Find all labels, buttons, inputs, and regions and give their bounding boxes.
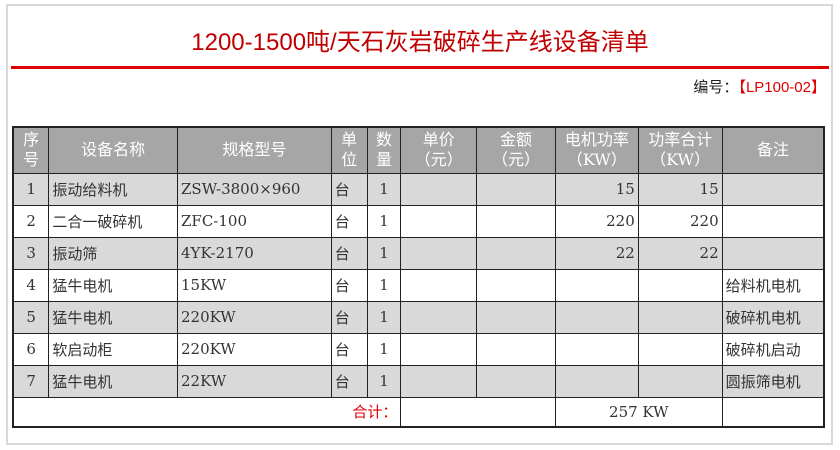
equipment-table: 序号 设备名称 规格型号 单位 数量 单价 （元） 金额 （元） 电机功率 （KW） …: [12, 126, 825, 428]
code-label: 编号：: [693, 79, 739, 96]
cell-spec: 220KW: [177, 300, 332, 334]
cell-price: [400, 332, 478, 366]
cell-remark: 破碎机电机: [721, 300, 825, 334]
table-row: 3 振动筛 4YK-2170 台 1 22 22: [12, 236, 825, 270]
cell-name: 振动给料机: [48, 172, 178, 206]
cell-qty: 1: [366, 268, 402, 302]
cell-no: 1: [12, 172, 50, 206]
cell-no: 5: [12, 300, 50, 334]
header-unit: 单位: [330, 126, 368, 174]
cell-power-total: [637, 332, 723, 366]
cell-power: 220: [554, 204, 639, 238]
code-value: 【LP100-02】: [738, 79, 826, 96]
cell-price: [400, 300, 478, 334]
cell-qty: 1: [366, 332, 402, 366]
cell-unit: 台: [330, 332, 368, 366]
cell-amount: [476, 364, 556, 398]
header-price: 单价 （元）: [400, 126, 478, 174]
cell-amount: [476, 236, 556, 270]
cell-name: 振动筛: [48, 236, 178, 270]
cell-name: 猛牛电机: [48, 300, 178, 334]
header-no: 序号: [12, 126, 50, 174]
total-row: 合计： 257 KW: [12, 396, 825, 428]
cell-price: [400, 204, 478, 238]
cell-power-total: 22: [637, 236, 723, 270]
table-row: 1 振动给料机 ZSW-3800×960 台 1 15 15: [12, 172, 825, 206]
cell-qty: 1: [366, 204, 402, 238]
cell-spec: 15KW: [177, 268, 332, 302]
document-code: 编号：【LP100-02】: [693, 76, 826, 97]
cell-power: [554, 332, 639, 366]
cell-unit: 台: [330, 204, 368, 238]
cell-no: 3: [12, 236, 50, 270]
table-row: 4 猛牛电机 15KW 台 1 给料机电机: [12, 268, 825, 302]
table-row: 2 二合一破碎机 ZFC-100 台 1 220 220: [12, 204, 825, 238]
cell-spec: ZFC-100: [177, 204, 332, 238]
cell-remark: [721, 236, 825, 270]
cell-price: [400, 268, 478, 302]
cell-name: 猛牛电机: [48, 364, 178, 398]
cell-no: 6: [12, 332, 50, 366]
cell-amount: [476, 172, 556, 206]
cell-amount: [476, 204, 556, 238]
cell-remark: [721, 172, 825, 206]
cell-no: 7: [12, 364, 50, 398]
total-remark: [721, 396, 825, 428]
cell-spec: 220KW: [177, 332, 332, 366]
page-title: 1200-1500吨/天石灰岩破碎生产线设备清单: [191, 29, 649, 56]
cell-price: [400, 172, 478, 206]
cell-power-total: 220: [637, 204, 723, 238]
cell-power: [554, 268, 639, 302]
cell-remark: [721, 204, 825, 238]
cell-remark: 给料机电机: [721, 268, 825, 302]
total-label: 合计：: [12, 396, 402, 428]
cell-name: 二合一破碎机: [48, 204, 178, 238]
cell-qty: 1: [366, 172, 402, 206]
cell-amount: [476, 332, 556, 366]
cell-power-total: [637, 364, 723, 398]
header-remark: 备注: [721, 126, 825, 174]
cell-power: [554, 300, 639, 334]
cell-unit: 台: [330, 300, 368, 334]
cell-qty: 1: [366, 236, 402, 270]
total-amount: [400, 396, 556, 428]
cell-no: 2: [12, 204, 50, 238]
header-qty: 数量: [366, 126, 402, 174]
header-spec: 规格型号: [177, 126, 332, 174]
header-amount: 金额 （元）: [476, 126, 556, 174]
cell-name: 猛牛电机: [48, 268, 178, 302]
cell-no: 4: [12, 268, 50, 302]
cell-remark: 圆振筛电机: [721, 364, 825, 398]
cell-name: 软启动柜: [48, 332, 178, 366]
cell-spec: 22KW: [177, 364, 332, 398]
cell-qty: 1: [366, 364, 402, 398]
cell-price: [400, 236, 478, 270]
cell-price: [400, 364, 478, 398]
cell-power: 15: [554, 172, 639, 206]
cell-spec: ZSW-3800×960: [177, 172, 332, 206]
table-row: 5 猛牛电机 220KW 台 1 破碎机电机: [12, 300, 825, 334]
table-header: 序号 设备名称 规格型号 单位 数量 单价 （元） 金额 （元） 电机功率 （KW） …: [12, 126, 825, 174]
cell-power: 22: [554, 236, 639, 270]
header-power: 电机功率 （KW）: [554, 126, 639, 174]
cell-amount: [476, 268, 556, 302]
cell-amount: [476, 300, 556, 334]
table-row: 6 软启动柜 220KW 台 1 破碎机启动: [12, 332, 825, 366]
cell-remark: 破碎机启动: [721, 332, 825, 366]
header-power-total: 功率合计 （KW）: [637, 126, 723, 174]
table-row: 7 猛牛电机 22KW 台 1 圆振筛电机: [12, 364, 825, 398]
cell-unit: 台: [330, 268, 368, 302]
cell-power-total: [637, 268, 723, 302]
cell-unit: 台: [330, 236, 368, 270]
header-name: 设备名称: [48, 126, 178, 174]
cell-power-total: 15: [637, 172, 723, 206]
cell-unit: 台: [330, 172, 368, 206]
total-power: 257 KW: [554, 396, 723, 428]
cell-qty: 1: [366, 300, 402, 334]
cell-unit: 台: [330, 364, 368, 398]
cell-spec: 4YK-2170: [177, 236, 332, 270]
cell-power: [554, 364, 639, 398]
cell-power-total: [637, 300, 723, 334]
title-divider: [11, 66, 829, 69]
